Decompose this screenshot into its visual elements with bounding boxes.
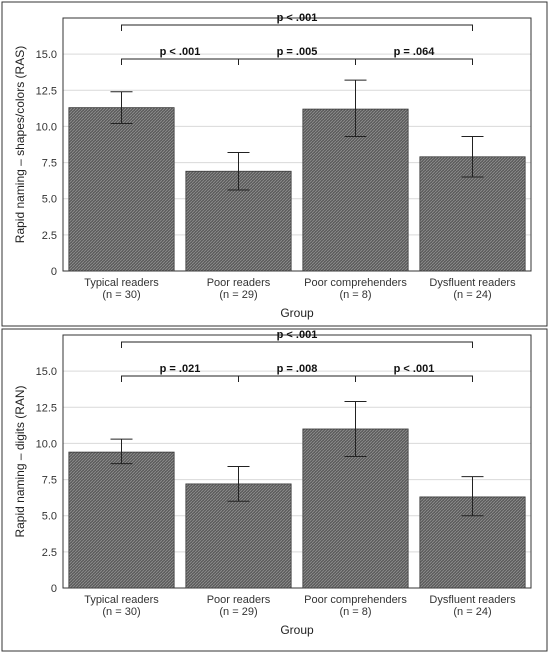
y-tick-label: 0 bbox=[51, 583, 57, 595]
y-tick-label: 12.5 bbox=[36, 402, 57, 414]
x-axis-title: Group bbox=[280, 623, 314, 637]
x-category-label: Poor comprehenders bbox=[304, 594, 407, 606]
x-category-n-label: (n = 29) bbox=[219, 606, 257, 618]
y-tick-label: 12.5 bbox=[36, 85, 57, 97]
x-category-n-label: (n = 8) bbox=[339, 606, 371, 618]
panel-border bbox=[1, 1, 548, 327]
significance-label: p < .001 bbox=[394, 363, 435, 375]
significance-bracket bbox=[121, 341, 473, 348]
bar-1 bbox=[68, 107, 175, 272]
x-category-label: Dysfluent readers bbox=[429, 277, 516, 289]
y-axis-title: Rapid naming – digits (RAN) bbox=[13, 385, 27, 537]
y-tick-label: 0 bbox=[51, 266, 57, 278]
x-category-n-label: (n = 30) bbox=[102, 606, 140, 618]
y-tick-label: 15.0 bbox=[36, 49, 57, 61]
x-category-label: Poor comprehenders bbox=[304, 277, 407, 289]
y-tick-label: 5.0 bbox=[42, 511, 57, 523]
significance-bracket bbox=[121, 24, 473, 31]
y-tick-label: 7.5 bbox=[42, 475, 57, 487]
y-tick-label: 7.5 bbox=[42, 158, 57, 170]
y-tick-label: 2.5 bbox=[42, 547, 57, 559]
significance-label: p < .001 bbox=[277, 329, 318, 341]
plot-frame bbox=[62, 17, 532, 272]
x-category-label: Poor readers bbox=[207, 277, 271, 289]
significance-bracket bbox=[355, 375, 473, 382]
x-category-label: Typical readers bbox=[84, 594, 159, 606]
significance-label: p = .021 bbox=[160, 363, 201, 375]
significance-bracket bbox=[355, 58, 473, 65]
y-tick-label: 10.0 bbox=[36, 121, 57, 133]
x-category-n-label: (n = 24) bbox=[453, 289, 491, 301]
x-category-n-label: (n = 8) bbox=[339, 289, 371, 301]
y-tick-label: 15.0 bbox=[36, 366, 57, 378]
bar-1 bbox=[68, 451, 175, 589]
significance-bracket bbox=[238, 58, 356, 65]
significance-label: p = .064 bbox=[394, 46, 436, 58]
panel-border bbox=[1, 328, 548, 652]
x-category-n-label: (n = 24) bbox=[453, 606, 491, 618]
y-axis-title: Rapid naming – shapes/colors (RAS) bbox=[13, 46, 27, 243]
significance-label: p = .005 bbox=[277, 46, 318, 58]
significance-bracket bbox=[121, 58, 239, 65]
significance-bracket bbox=[238, 375, 356, 382]
significance-bracket bbox=[121, 375, 239, 382]
x-category-label: Dysfluent readers bbox=[429, 594, 516, 606]
plot-frame bbox=[62, 334, 532, 589]
x-category-n-label: (n = 30) bbox=[102, 289, 140, 301]
y-tick-label: 5.0 bbox=[42, 194, 57, 206]
significance-label: p < .001 bbox=[160, 46, 201, 58]
x-category-label: Typical readers bbox=[84, 277, 159, 289]
significance-label: p < .001 bbox=[277, 12, 318, 24]
y-tick-label: 2.5 bbox=[42, 230, 57, 242]
x-category-label: Poor readers bbox=[207, 594, 271, 606]
y-tick-label: 10.0 bbox=[36, 438, 57, 450]
x-axis-title: Group bbox=[280, 306, 314, 320]
x-category-n-label: (n = 29) bbox=[219, 289, 257, 301]
significance-label: p = .008 bbox=[277, 363, 318, 375]
